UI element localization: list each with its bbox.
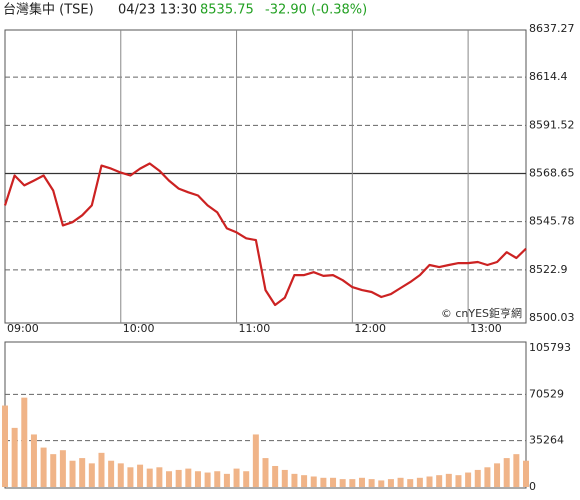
y-tick-label: 8568.65	[529, 167, 575, 180]
volume-bar	[272, 465, 279, 487]
volume-bar	[117, 463, 124, 487]
volume-bar	[426, 476, 433, 487]
y-tick-label: 8545.78	[529, 215, 575, 228]
volume-bar	[156, 467, 163, 487]
y-tick-label: 8614.4	[529, 70, 568, 83]
volume-bar	[243, 471, 250, 487]
volume-bar	[262, 458, 269, 487]
volume-bar	[214, 471, 221, 487]
y-tick-label: 0	[529, 480, 536, 493]
x-tick-label: 09:00	[7, 322, 39, 335]
volume-bar	[465, 472, 472, 487]
price-change: -32.90 (-0.38%)	[265, 3, 367, 18]
price-line	[3, 162, 527, 307]
volume-bar	[494, 463, 501, 487]
volume-bar	[233, 468, 240, 487]
volume-bar	[474, 469, 481, 487]
volume-bar	[21, 397, 28, 487]
volume-bar	[127, 467, 134, 487]
y-tick-label: 35264	[529, 434, 564, 447]
volume-bar	[88, 463, 95, 487]
y-tick-label: 8637.27	[529, 22, 575, 35]
volume-bar	[98, 452, 105, 487]
volume-bar	[185, 468, 192, 487]
volume-bar	[513, 454, 520, 487]
volume-bar	[79, 458, 86, 487]
volume-bar	[40, 447, 47, 487]
volume-bar	[368, 479, 375, 487]
volume-bar	[349, 479, 356, 487]
volume-bar	[252, 434, 259, 487]
volume-bar	[194, 471, 201, 487]
volume-bar	[416, 477, 423, 487]
volume-bar	[2, 405, 8, 487]
y-tick-label: 70529	[529, 387, 564, 400]
last-price: 8535.75	[200, 3, 254, 18]
volume-bar	[108, 460, 115, 487]
volume-bar	[320, 477, 327, 487]
volume-bar	[11, 427, 18, 487]
volume-bar	[358, 477, 365, 487]
index-name: 台灣集中 (TSE)	[3, 2, 94, 18]
volume-bar	[310, 476, 317, 487]
volume-bar	[301, 475, 308, 487]
volume-bar	[445, 473, 452, 487]
volume-bar	[523, 460, 529, 487]
x-tick-label: 10:00	[123, 322, 155, 335]
volume-bar	[175, 469, 182, 487]
volume-bar	[455, 475, 462, 487]
x-tick-label: 13:00	[470, 322, 502, 335]
volume-bar	[69, 460, 76, 487]
volume-bar	[436, 475, 443, 487]
volume-bar	[330, 477, 337, 487]
volume-bar	[281, 469, 288, 487]
volume-bar	[484, 467, 491, 487]
y-tick-label: 8500.03	[529, 311, 575, 324]
volume-bar	[503, 458, 510, 487]
volume-bar	[137, 464, 144, 487]
y-tick-label: 8522.9	[529, 263, 568, 276]
volume-bar	[387, 479, 394, 487]
volume-bar	[30, 434, 37, 487]
volume-bar	[166, 471, 173, 487]
volume-bar	[397, 477, 404, 487]
volume-bar	[378, 480, 385, 487]
x-tick-label: 11:00	[239, 322, 271, 335]
y-tick-label: 8591.52	[529, 118, 575, 131]
volume-bar	[146, 468, 153, 487]
watermark: © cnYES鉅亨網	[441, 306, 522, 320]
volume-bar	[204, 472, 211, 487]
volume-bar	[59, 450, 66, 487]
volume-bar	[407, 479, 414, 487]
volume-bar	[339, 479, 346, 487]
volume-bar	[50, 454, 57, 487]
timestamp: 04/23 13:30	[118, 3, 197, 18]
volume-bar	[223, 473, 230, 487]
x-tick-label: 12:00	[354, 322, 386, 335]
y-tick-label: 105793	[529, 341, 571, 354]
price-frame	[4, 29, 527, 324]
volume-bar	[291, 473, 298, 487]
